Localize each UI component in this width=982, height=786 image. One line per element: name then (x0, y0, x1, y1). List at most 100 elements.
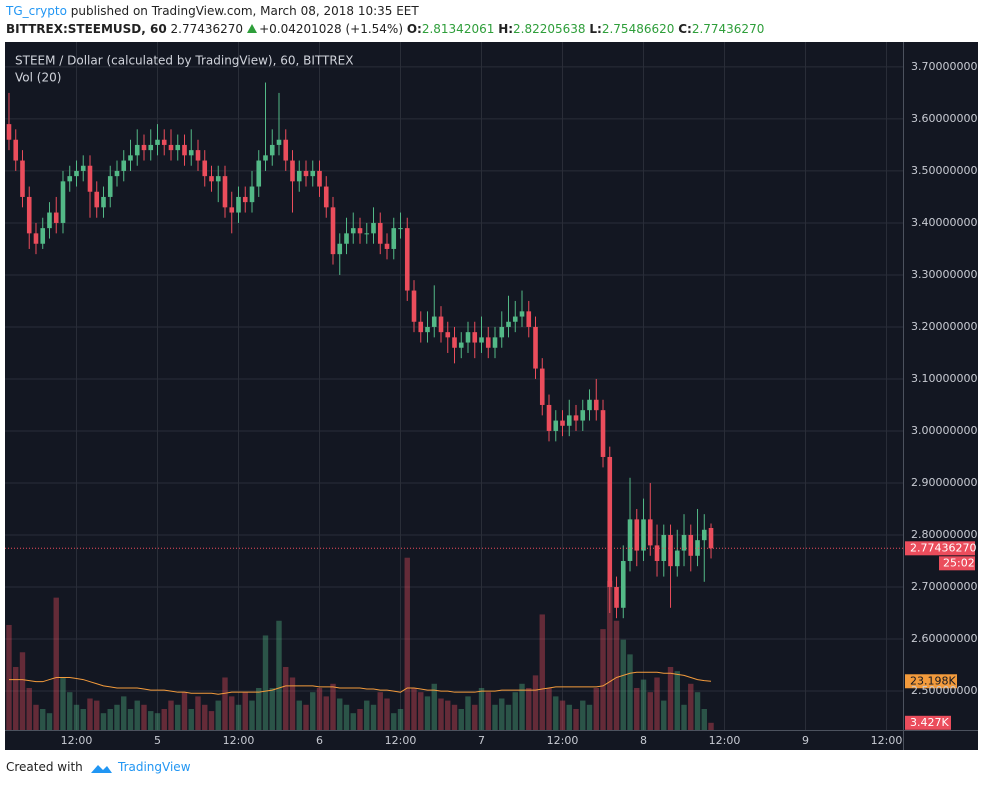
ma-tag (905, 674, 957, 689)
volume-bar (175, 704, 181, 730)
volume-bar (505, 704, 512, 730)
grid (5, 42, 903, 730)
y-tick-label: 2.70000000 (911, 580, 977, 593)
volume-bar (600, 629, 606, 730)
candle-body (526, 311, 532, 327)
x-tick-label: 6 (316, 734, 323, 747)
volume-bar (607, 580, 613, 730)
candle-body (202, 160, 208, 177)
candle-body (53, 212, 59, 223)
l-label: L: (589, 22, 602, 36)
volume-bar (40, 708, 46, 730)
up-arrow (247, 24, 258, 33)
x-tick-label: 12:00 (61, 734, 93, 747)
volume-bar (701, 708, 707, 730)
candle-body (465, 332, 471, 343)
candle-body (445, 332, 451, 338)
x-tick-label: 12:00 (871, 734, 903, 747)
candle-body (512, 316, 518, 322)
volume-bar (546, 687, 552, 730)
candle-body (317, 170, 322, 187)
volume-bar (33, 704, 39, 730)
author[interactable]: TG_crypto (6, 4, 67, 18)
candle-body (94, 191, 100, 208)
volume-bar (289, 677, 296, 730)
candle-body (418, 321, 424, 333)
volume-bar (343, 704, 350, 730)
candle-body (337, 243, 343, 255)
brand-logo[interactable] (88, 760, 114, 776)
candle-body (236, 196, 241, 213)
candle-body (128, 155, 133, 161)
candle-body (344, 233, 349, 244)
candle-body (269, 144, 275, 156)
volume-bar (593, 687, 599, 730)
last: 2.77436270 (170, 22, 244, 36)
candles (6, 82, 714, 619)
candle-body (492, 337, 498, 348)
volume-bar (181, 692, 188, 730)
volume-bar (634, 687, 640, 730)
volume-bar (512, 692, 518, 730)
candle-body (634, 519, 640, 551)
candle-body (398, 228, 403, 230)
volume-bar (26, 687, 32, 730)
volume-bar (337, 698, 343, 730)
chart-title: STEEM / Dollar (calculated by TradingVie… (15, 54, 353, 68)
o-value: 2.81342061 (421, 22, 495, 36)
volume-bar (67, 692, 73, 730)
y-tick-label: 2.80000000 (911, 528, 977, 541)
volume-bar (357, 708, 363, 730)
candle-body (472, 332, 478, 343)
volume-bar (100, 713, 107, 730)
volume-bar (94, 700, 100, 730)
x-tick-label: 5 (154, 734, 161, 747)
y-tick-label: 3.70000000 (911, 60, 977, 73)
volume-bar (559, 700, 566, 730)
created-with: Created with (6, 760, 83, 774)
y-tick-label: 3.50000000 (911, 164, 977, 177)
candle-body (13, 139, 19, 161)
volume-bar (235, 704, 242, 730)
volume-bar (391, 713, 397, 730)
candle-body (533, 326, 538, 369)
candle-body (600, 410, 606, 457)
volume-bar (229, 696, 235, 730)
candle-body (263, 155, 268, 161)
x-tick-label: 12:00 (385, 734, 417, 747)
candle-body (323, 186, 329, 208)
volume-bar (627, 654, 633, 730)
volume-bar (13, 666, 19, 730)
candle-body (438, 316, 444, 333)
candle-body (661, 534, 667, 561)
candle-body (310, 170, 316, 177)
volume-bar (553, 696, 559, 730)
h-value: 2.82205638 (513, 22, 586, 36)
volume-bar (215, 700, 221, 730)
candle-body (209, 176, 214, 182)
candle-body (404, 228, 410, 291)
volume-bar (472, 704, 478, 730)
candle-body (134, 144, 140, 156)
y-tick-label: 3.60000000 (911, 112, 977, 125)
volume-bar (53, 597, 59, 730)
candle-body (357, 228, 363, 234)
volume-bar (60, 677, 66, 730)
volume-bar (370, 704, 377, 730)
candle-body (668, 534, 673, 567)
candle-body (377, 222, 383, 244)
y-tick-label: 2.50000000 (911, 684, 977, 697)
candle-body (33, 233, 39, 244)
volume-bar (404, 557, 410, 730)
brand[interactable]: TradingView (118, 760, 191, 774)
volume-bar (654, 677, 660, 730)
x-tick-label: 9 (802, 734, 809, 747)
volume-bar (418, 692, 424, 730)
volume-bar (492, 704, 498, 730)
header-line: TG_crypto published on TradingView.com, … (6, 4, 419, 18)
candle-body (296, 170, 302, 182)
candle-body (553, 420, 559, 431)
c-value: 2.77436270 (691, 22, 765, 36)
candle-body (647, 519, 653, 546)
candle-body (614, 586, 619, 608)
